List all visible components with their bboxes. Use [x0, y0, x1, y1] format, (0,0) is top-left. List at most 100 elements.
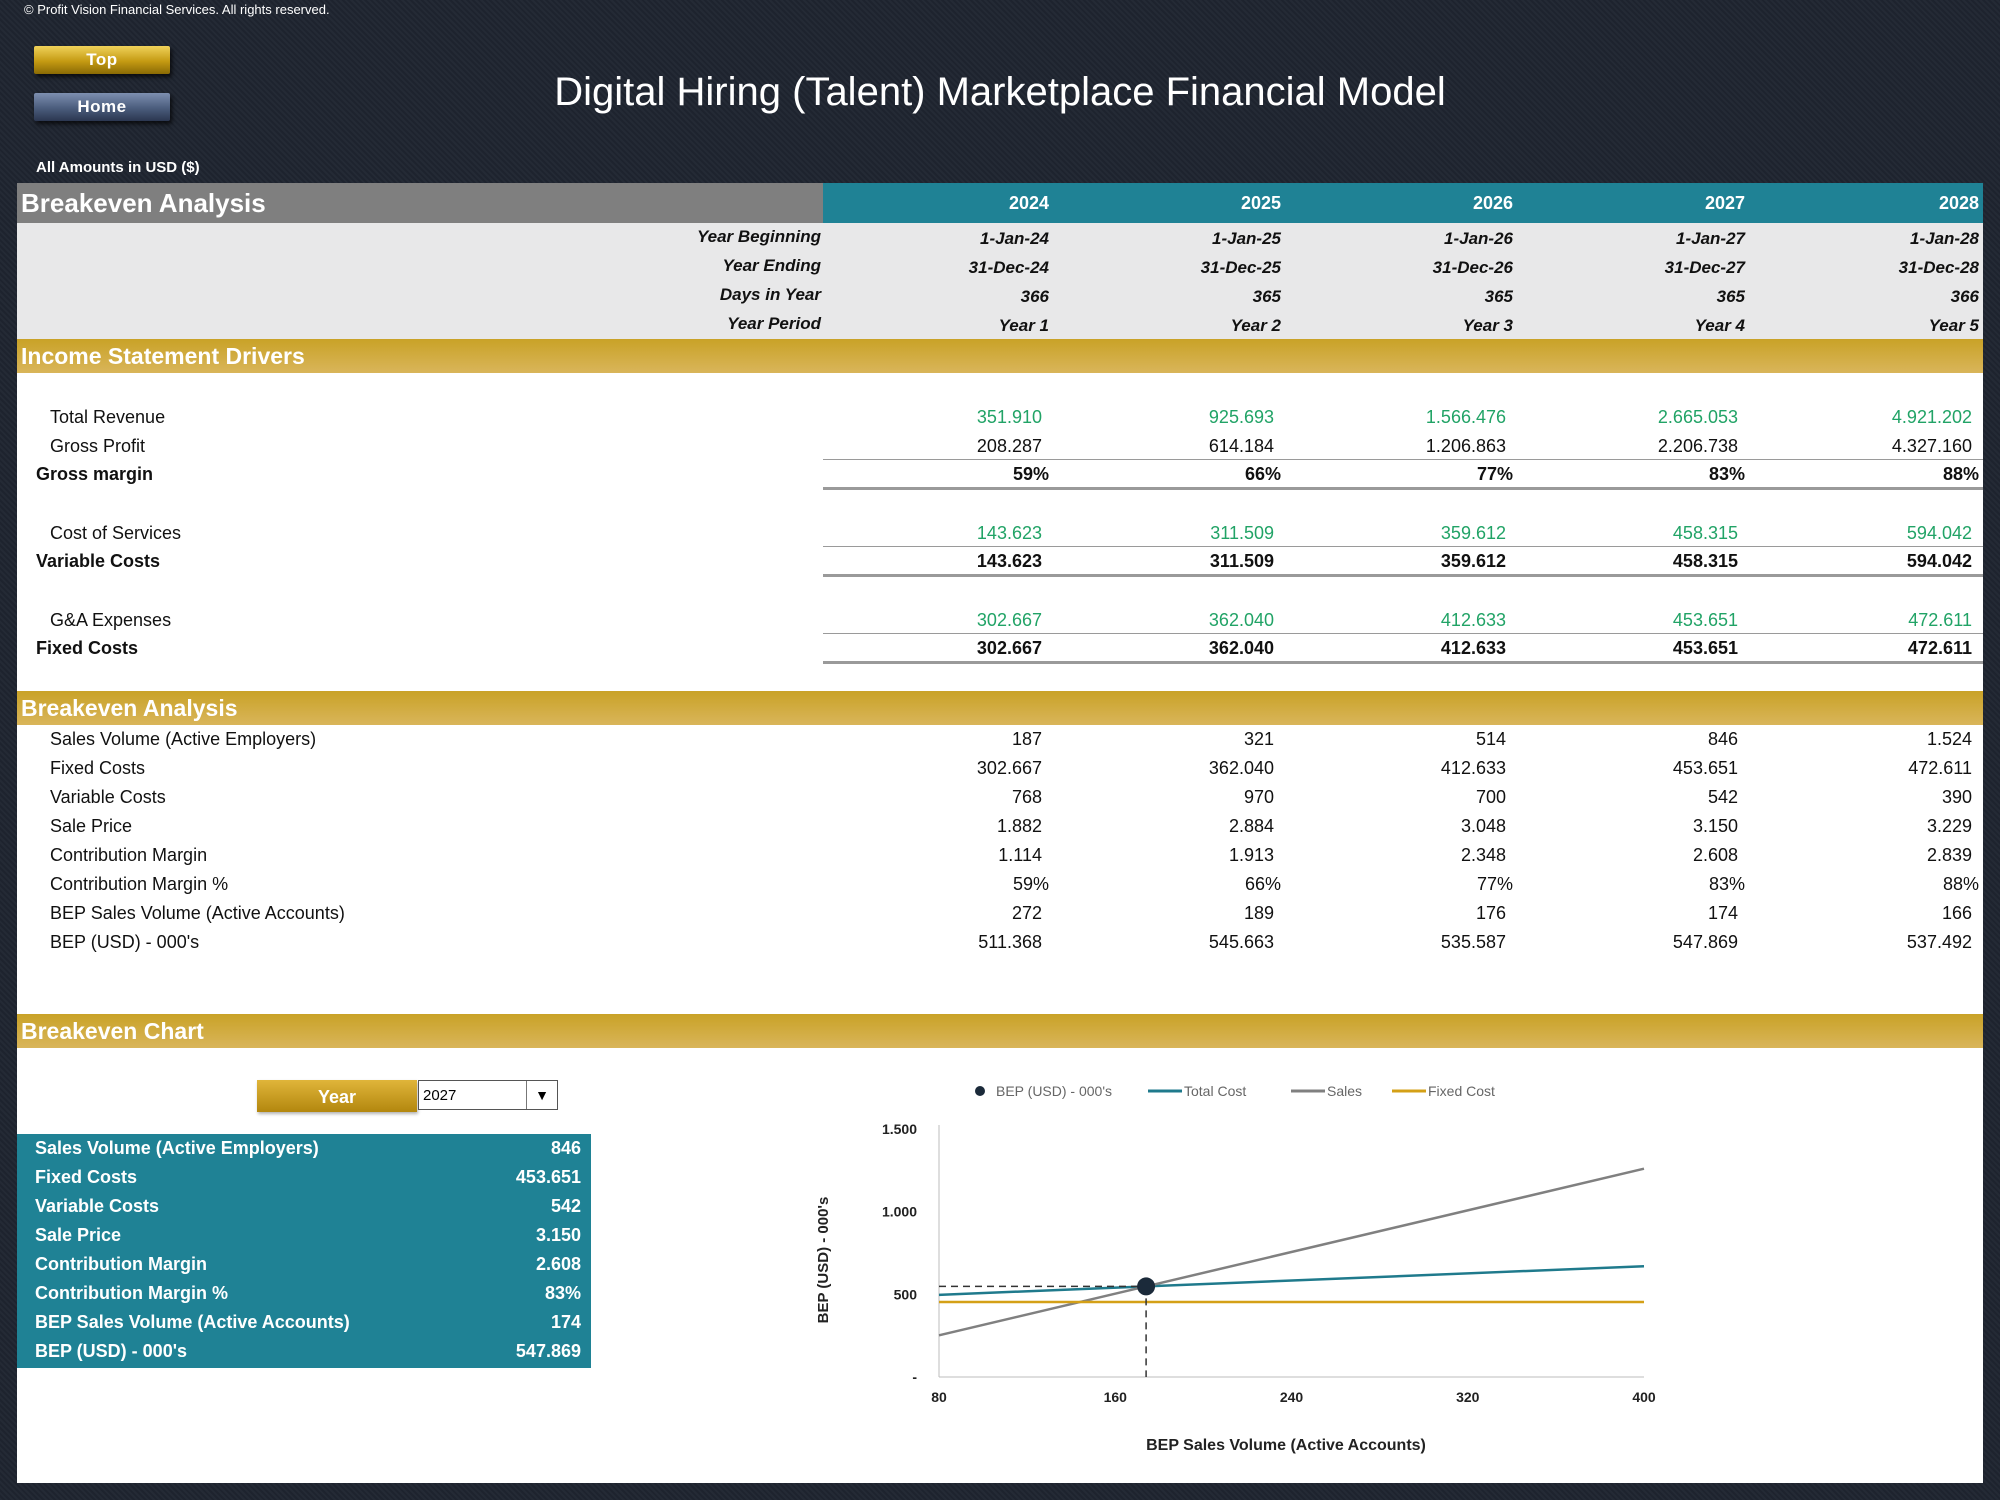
chart-legend: BEP (USD) - 000's Total Cost Sales Fixed Co… — [975, 1083, 1495, 1099]
breakeven-row-label: Fixed Costs — [50, 758, 146, 778]
gross-margin-cell: 83% — [1708, 464, 1745, 484]
ga-expenses-cell: 302.667 — [976, 610, 1042, 630]
breakeven-chart: BEP (USD) - 000's Total Cost Sales Fixed Co… — [815, 1083, 1656, 1454]
bep-point-marker — [1137, 1277, 1156, 1296]
breakeven-cell: 1.524 — [1926, 729, 1972, 749]
section-header-breakeven: Breakeven Analysis — [17, 183, 823, 223]
row-label-total-revenue: Total Revenue — [50, 407, 166, 427]
ga-expenses-cell: 362.040 — [1208, 610, 1274, 630]
cost-of-services-cell: 359.612 — [1440, 523, 1506, 543]
selected-year-summary: Sales Volume (Active Employers) 846 Fixed … — [17, 1134, 591, 1368]
summary-value: 846 — [550, 1138, 581, 1158]
breakeven-cell: 768 — [1011, 787, 1042, 807]
breakeven-row-label: Variable Costs — [50, 787, 166, 807]
gross-profit-cell: 1.206.863 — [1425, 436, 1506, 456]
gross-margin-cell: 88% — [1942, 464, 1979, 484]
breakeven-cell: 545.663 — [1208, 932, 1274, 952]
breakeven-cell: 77% — [1476, 874, 1513, 894]
row-label-cost-of-services: Cost of Services — [50, 523, 182, 543]
chart-y-axis-label: BEP (USD) - 000's — [815, 1197, 832, 1324]
cost-of-services-cell: 458.315 — [1672, 523, 1738, 543]
summary-value: 547.869 — [515, 1341, 581, 1361]
breakeven-cell: 302.667 — [976, 758, 1042, 778]
year-header: 2028 — [1938, 193, 1979, 213]
copyright-notice: © Profit Vision Financial Services. All … — [24, 2, 330, 17]
days-in-year-cell: 365 — [1716, 287, 1745, 306]
breakeven-cell: 272 — [1011, 903, 1042, 923]
summary-value: 2.608 — [535, 1254, 581, 1274]
year-dropdown[interactable]: 2027 ▼ — [418, 1080, 558, 1110]
total-revenue-cell: 1.566.476 — [1425, 407, 1506, 427]
gross-margin-cell: 77% — [1476, 464, 1513, 484]
breakeven-cell: 3.150 — [1692, 816, 1738, 836]
year-period-cell: Year 1 — [998, 316, 1049, 335]
dropdown-arrow-icon[interactable]: ▼ — [526, 1081, 557, 1109]
home-button[interactable]: Home — [34, 93, 170, 121]
chart-y-tick-label: 500 — [894, 1286, 918, 1302]
fixed-costs-cell: 453.651 — [1672, 638, 1738, 658]
breakeven-cell: 189 — [1243, 903, 1274, 923]
row-label-gross-profit: Gross Profit — [50, 436, 146, 456]
summary-value: 174 — [550, 1312, 581, 1332]
year-button[interactable]: Year — [257, 1080, 417, 1112]
chart-x-tick-label: 400 — [1632, 1389, 1656, 1405]
breakeven-cell: 390 — [1941, 787, 1972, 807]
breakeven-row-label: Sales Volume (Active Employers) — [50, 729, 317, 749]
timeline-label: Days in Year — [719, 285, 821, 304]
year-ending-cell: 31-Dec-28 — [1898, 258, 1979, 277]
year-ending-cell: 31-Dec-26 — [1432, 258, 1513, 277]
breakeven-cell: 3.048 — [1460, 816, 1506, 836]
legend-label: BEP (USD) - 000's — [996, 1083, 1112, 1099]
chart-axes: 80 160 240 320 400 - 500 1.000 1.500 — [882, 1121, 1656, 1405]
total-rule — [823, 487, 1983, 490]
ga-expenses-cell: 412.633 — [1440, 610, 1506, 630]
fixed-costs-cell: 472.611 — [1907, 638, 1972, 658]
breakeven-cell: 472.611 — [1908, 758, 1972, 778]
breakeven-row-label: Sale Price — [50, 816, 133, 836]
year-header-bar: 2024 2025 2026 2027 2028 — [823, 183, 1983, 223]
subtotal-rule — [823, 546, 1983, 547]
breakeven-cell: 166 — [1941, 903, 1972, 923]
total-revenue-cell: 2.665.053 — [1657, 407, 1738, 427]
breakeven-sheet: Breakeven Analysis 2024 2025 2026 2027 2… — [17, 183, 1983, 1483]
days-in-year-cell: 366 — [1020, 287, 1049, 306]
legend-marker-bep-icon — [975, 1086, 985, 1096]
year-header: 2026 — [1472, 193, 1513, 213]
year-header: 2024 — [1008, 193, 1049, 213]
summary-label: Contribution Margin — [35, 1254, 207, 1274]
currency-note: All Amounts in USD ($) — [36, 159, 200, 176]
chart-x-tick-label: 160 — [1104, 1389, 1128, 1405]
top-button[interactable]: Top — [34, 46, 170, 74]
chart-y-tick-label: 1.500 — [882, 1121, 917, 1137]
ga-expenses-cell: 453.651 — [1672, 610, 1738, 630]
variable-costs-cell: 311.509 — [1209, 551, 1274, 571]
total-revenue-cell: 351.910 — [976, 407, 1042, 427]
year-beginning-cell: 1-Jan-28 — [1910, 229, 1979, 248]
breakeven-cell: 700 — [1475, 787, 1506, 807]
days-in-year-cell: 366 — [1950, 287, 1979, 306]
gross-profit-cell: 2.206.738 — [1657, 436, 1738, 456]
year-header: 2027 — [1704, 193, 1745, 213]
breakeven-cell: 88% — [1942, 874, 1979, 894]
page-title: Digital Hiring (Talent) Marketplace Fina… — [554, 70, 1446, 114]
breakeven-cell: 453.651 — [1672, 758, 1738, 778]
total-rule — [823, 574, 1983, 577]
breakeven-cell: 412.633 — [1440, 758, 1506, 778]
breakeven-cell: 537.492 — [1906, 932, 1972, 952]
breakeven-cell: 321 — [1243, 729, 1274, 749]
breakeven-cell: 514 — [1475, 729, 1506, 749]
variable-costs-cell: 359.612 — [1440, 551, 1506, 571]
breakeven-row-label: Contribution Margin — [50, 845, 208, 865]
breakeven-cell: 547.869 — [1672, 932, 1738, 952]
summary-value: 3.150 — [535, 1225, 581, 1245]
summary-label: Variable Costs — [35, 1196, 160, 1216]
legend-label: Fixed Cost — [1428, 1083, 1495, 1099]
total-revenue-cell: 925.693 — [1208, 407, 1274, 427]
year-period-cell: Year 3 — [1462, 316, 1513, 335]
year-period-cell: Year 2 — [1230, 316, 1281, 335]
section-header-breakeven-chart: Breakeven Chart — [17, 1014, 1983, 1048]
gross-profit-cell: 208.287 — [976, 436, 1042, 456]
chart-x-axis-label: BEP Sales Volume (Active Accounts) — [1146, 1437, 1426, 1454]
breakeven-cell: 362.040 — [1208, 758, 1274, 778]
total-revenue-cell: 4.921.202 — [1891, 407, 1972, 427]
